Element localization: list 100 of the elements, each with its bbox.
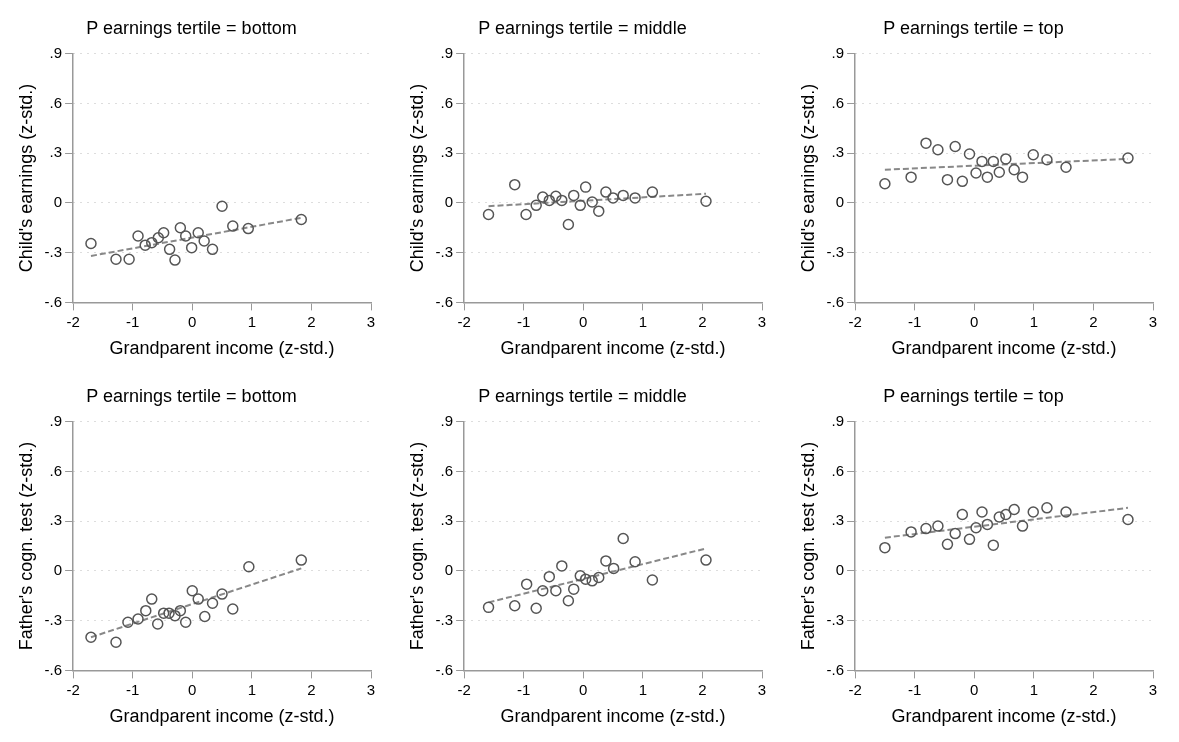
- point: [646, 574, 659, 586]
- point: [905, 526, 917, 538]
- x-tick-label: 0: [970, 312, 979, 330]
- point: [1027, 149, 1039, 161]
- point: [562, 218, 575, 231]
- x-tick-label: 1: [1029, 312, 1039, 330]
- x-tick-label: -2: [457, 680, 471, 698]
- point: [146, 236, 158, 249]
- point: [607, 562, 620, 575]
- y-tick-label: -.6: [44, 292, 63, 310]
- x-tick-label: 2: [307, 680, 316, 698]
- point: [579, 573, 592, 585]
- point: [987, 539, 1000, 551]
- point: [509, 599, 521, 612]
- point: [186, 585, 199, 597]
- point: [174, 222, 187, 234]
- point: [956, 175, 969, 188]
- y-tick-label: -.3: [44, 242, 63, 260]
- y-tick-label: -.6: [435, 292, 454, 310]
- y-tick-label: -.6: [44, 660, 63, 678]
- point: [132, 613, 144, 625]
- point: [520, 208, 532, 221]
- x-tick-label: 3: [1148, 680, 1158, 698]
- x-tick-label: 0: [188, 312, 197, 330]
- point: [879, 178, 891, 190]
- x-axis-title: Grandparent income (z-std.): [891, 706, 1117, 727]
- y-tick-label: .9: [831, 411, 845, 429]
- point: [1041, 154, 1053, 166]
- y-tick-label: .9: [49, 411, 63, 429]
- point: [163, 243, 176, 256]
- x-tick-label: 1: [247, 312, 257, 330]
- point: [963, 148, 976, 160]
- chart-title: P earnings tertile = top: [883, 385, 1064, 406]
- x-tick-label: 3: [757, 680, 767, 698]
- y-tick-label: 0: [53, 193, 63, 211]
- x-tick-label: -2: [457, 312, 471, 330]
- y-tick-label: .6: [49, 93, 63, 111]
- point: [586, 575, 598, 587]
- x-tick-label: 3: [757, 312, 767, 330]
- point: [976, 506, 988, 518]
- point: [949, 140, 961, 153]
- y-tick-label: .6: [440, 461, 454, 479]
- point: [530, 199, 542, 212]
- chart-title: P earnings tertile = top: [883, 17, 1064, 38]
- y-tick-label: .9: [440, 43, 454, 61]
- point: [617, 532, 629, 545]
- y-tick-label: .3: [49, 143, 63, 161]
- point: [981, 171, 994, 183]
- y-tick-label: -.6: [826, 292, 845, 310]
- point: [206, 243, 219, 256]
- point: [600, 186, 612, 198]
- x-tick-label: 3: [366, 312, 376, 330]
- point: [174, 604, 187, 617]
- y-tick-label: .9: [49, 43, 63, 61]
- point: [1060, 161, 1072, 173]
- x-tick-label: 2: [698, 312, 707, 330]
- y-tick-label: -.3: [435, 242, 454, 260]
- point: [157, 226, 170, 239]
- point: [216, 588, 228, 600]
- point: [600, 555, 612, 567]
- point: [932, 520, 944, 532]
- point: [700, 195, 712, 207]
- point: [574, 570, 587, 582]
- y-tick-label: 0: [53, 561, 63, 579]
- chart-title: P earnings tertile = middle: [478, 385, 687, 406]
- point: [123, 253, 135, 266]
- point: [567, 189, 580, 202]
- y-tick-label: .3: [440, 143, 454, 161]
- point: [151, 618, 164, 630]
- point: [941, 538, 954, 551]
- point: [976, 155, 988, 168]
- x-tick-label: -1: [517, 680, 531, 698]
- y-tick-label: 0: [835, 193, 845, 211]
- point: [970, 167, 982, 179]
- point: [562, 594, 575, 607]
- point: [1008, 163, 1020, 176]
- x-tick-label: 2: [307, 312, 316, 330]
- y-tick-label: -.6: [435, 660, 454, 678]
- x-tick-label: -1: [126, 312, 140, 330]
- chart-title: P earnings tertile = bottom: [86, 17, 297, 38]
- point: [987, 155, 1000, 168]
- x-axis-title: Grandparent income (z-std.): [891, 338, 1117, 359]
- point: [646, 186, 659, 198]
- y-tick-label: 0: [444, 193, 454, 211]
- point: [520, 578, 533, 590]
- y-tick-label: .6: [49, 461, 63, 479]
- point: [567, 583, 580, 595]
- chart-title: P earnings tertile = middle: [478, 17, 687, 38]
- point: [110, 253, 122, 266]
- point: [993, 166, 1006, 178]
- point: [537, 191, 549, 203]
- x-tick-label: 2: [698, 680, 707, 698]
- point: [574, 199, 587, 212]
- point: [509, 178, 521, 191]
- point: [169, 254, 181, 266]
- point: [110, 636, 122, 648]
- y-tick-label: .6: [831, 461, 845, 479]
- x-tick-label: -2: [848, 680, 862, 698]
- point: [132, 230, 144, 242]
- chart-title: P earnings tertile = bottom: [86, 385, 297, 406]
